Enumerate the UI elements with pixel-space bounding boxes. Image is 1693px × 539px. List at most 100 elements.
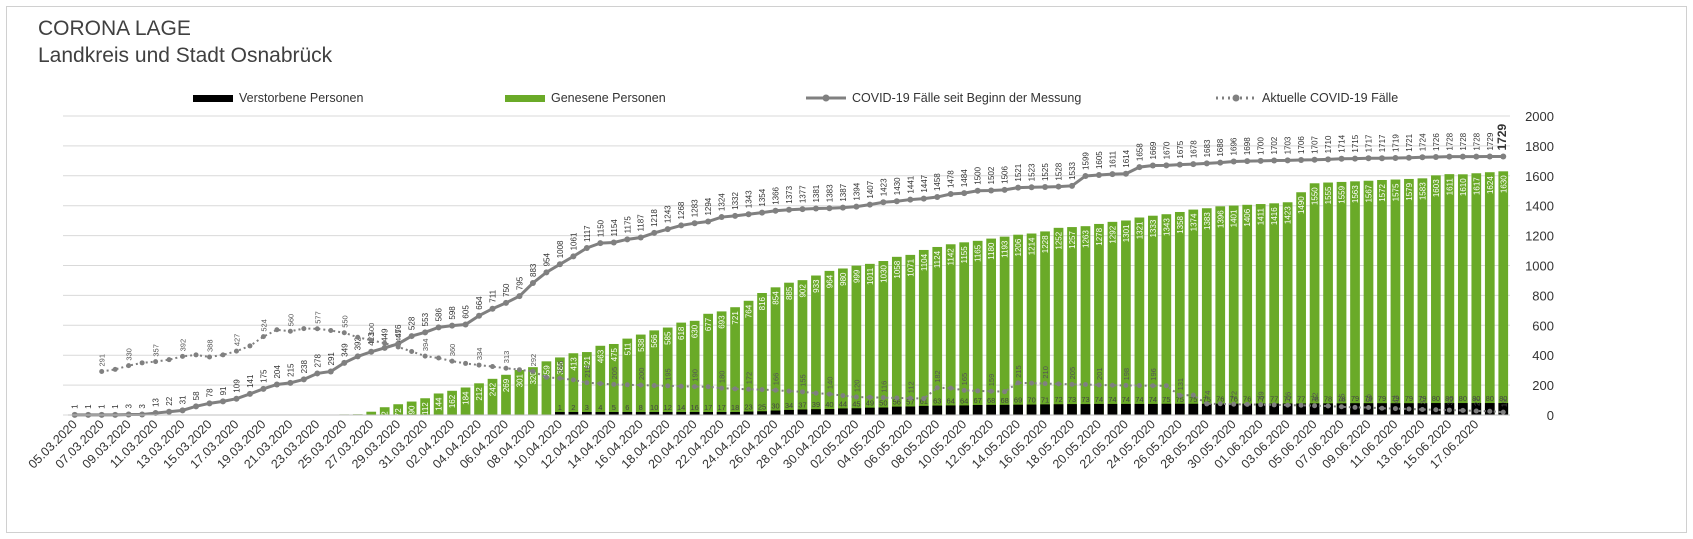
recovered-bar (797, 280, 808, 415)
active-data-label: 330 (125, 348, 134, 361)
active-data-label: 69 (1257, 391, 1266, 399)
active-point (207, 354, 213, 360)
active-data-label: 455 (394, 329, 403, 342)
active-data-label: 155 (798, 374, 807, 387)
cumulative-point (1365, 155, 1372, 162)
active-data-label: 116 (879, 381, 888, 393)
cumulative-data-label: 1605 (1095, 151, 1104, 169)
recovered-data-label: 1214 (1028, 237, 1037, 255)
death-data-label: 8 (639, 403, 643, 412)
recovered-data-label: 1617 (1472, 177, 1481, 195)
recovered-bar (608, 343, 619, 415)
death-bar (757, 411, 767, 415)
death-bar (945, 405, 956, 415)
recovered-data-label: 144 (435, 397, 444, 411)
active-point (1298, 402, 1304, 408)
recovered-bar (662, 327, 673, 415)
active-point (193, 352, 199, 358)
cumulative-data-label: 1283 (691, 199, 700, 217)
cumulative-point (287, 379, 294, 386)
death-data-label: 78 (1337, 394, 1345, 403)
recovered-data-label: 1011 (866, 267, 875, 285)
cumulative-data-label: 1150 (596, 219, 605, 237)
cumulative-point (489, 305, 496, 312)
cumulative-point (745, 211, 752, 218)
death-bar (1174, 403, 1185, 415)
cumulative-point (839, 204, 846, 211)
cumulative-data-label: 1688 (1216, 138, 1225, 156)
death-bar (1107, 403, 1118, 415)
recovered-bar (474, 383, 484, 415)
recovered-data-label: 585 (664, 331, 673, 345)
active-data-label: 131 (1176, 378, 1185, 391)
recovered-data-label: 212 (475, 387, 484, 401)
cumulative-point (1392, 155, 1399, 162)
cumulative-data-label: 1706 (1297, 136, 1306, 154)
recovered-data-label: 184 (462, 391, 471, 405)
cumulative-data-label: 1 (84, 404, 93, 409)
cumulative-data-label: 1 (98, 404, 107, 409)
recovered-bar (784, 282, 794, 415)
recovered-data-label: 320 (529, 371, 538, 385)
active-point (1379, 405, 1385, 411)
y-tick-label: 200 (1532, 378, 1554, 393)
death-data-label: 68 (1000, 396, 1008, 405)
recovered-data-label: 538 (637, 338, 646, 352)
recovered-data-label: 1165 (974, 244, 983, 262)
cumulative-data-label: 1728 (1472, 132, 1481, 150)
active-data-label: 394 (421, 339, 430, 352)
cumulative-point (610, 239, 617, 246)
y-tick-label: 0 (1547, 408, 1554, 423)
cumulative-data-label: 1324 (718, 193, 727, 211)
active-point (301, 326, 307, 332)
recovered-data-label: 475 (610, 347, 619, 361)
cumulative-data-label: 1117 (583, 225, 592, 242)
active-data-label: 140 (825, 377, 834, 390)
death-data-label: 70 (1027, 396, 1035, 405)
cumulative-point (1176, 161, 1183, 168)
cumulative-point (246, 390, 253, 397)
death-data-label: 75 (1176, 395, 1184, 404)
recovered-data-label: 269 (502, 378, 511, 392)
recovered-bar (730, 307, 740, 415)
cumulative-data-label: 1366 (772, 186, 781, 204)
death-bar (932, 405, 943, 415)
recovered-bar (528, 367, 538, 415)
death-bar (676, 412, 687, 415)
recovered-bar (433, 393, 444, 415)
recovered-data-label: 980 (839, 272, 848, 286)
active-point (180, 353, 186, 359)
active-point (463, 360, 469, 366)
active-point (1406, 406, 1412, 412)
active-point (436, 355, 442, 361)
cumulative-point (1298, 156, 1305, 163)
recovered-bar (1457, 174, 1468, 415)
cumulative-data-label: 1502 (987, 166, 996, 184)
recovered-bar (716, 311, 727, 415)
death-data-label: 64 (960, 396, 968, 405)
recovered-bar (1134, 217, 1145, 415)
recovered-data-label: 1257 (1068, 231, 1077, 249)
cumulative-point (1109, 171, 1116, 178)
recovered-data-label: 1343 (1162, 218, 1171, 236)
recovered-bar (447, 390, 457, 415)
active-point (166, 357, 172, 363)
recovered-data-label: 885 (785, 286, 794, 300)
death-data-label: 10 (650, 403, 658, 412)
active-point (975, 388, 981, 394)
active-point (1392, 406, 1398, 412)
active-point (570, 377, 576, 383)
active-point (1163, 383, 1169, 389)
active-data-label: 392 (179, 339, 188, 352)
cumulative-point (260, 385, 267, 392)
active-point (395, 344, 401, 350)
cumulative-data-label: 1599 (1081, 152, 1090, 170)
active-point (1433, 407, 1439, 413)
recovered-data-label: 1142 (947, 248, 956, 266)
cumulative-data-label: 1715 (1351, 134, 1360, 152)
recovered-data-label: 90 (408, 405, 417, 414)
death-bar (1242, 403, 1253, 415)
active-data-label: 50 (1364, 394, 1373, 402)
cumulative-data-label: 1726 (1432, 133, 1441, 151)
